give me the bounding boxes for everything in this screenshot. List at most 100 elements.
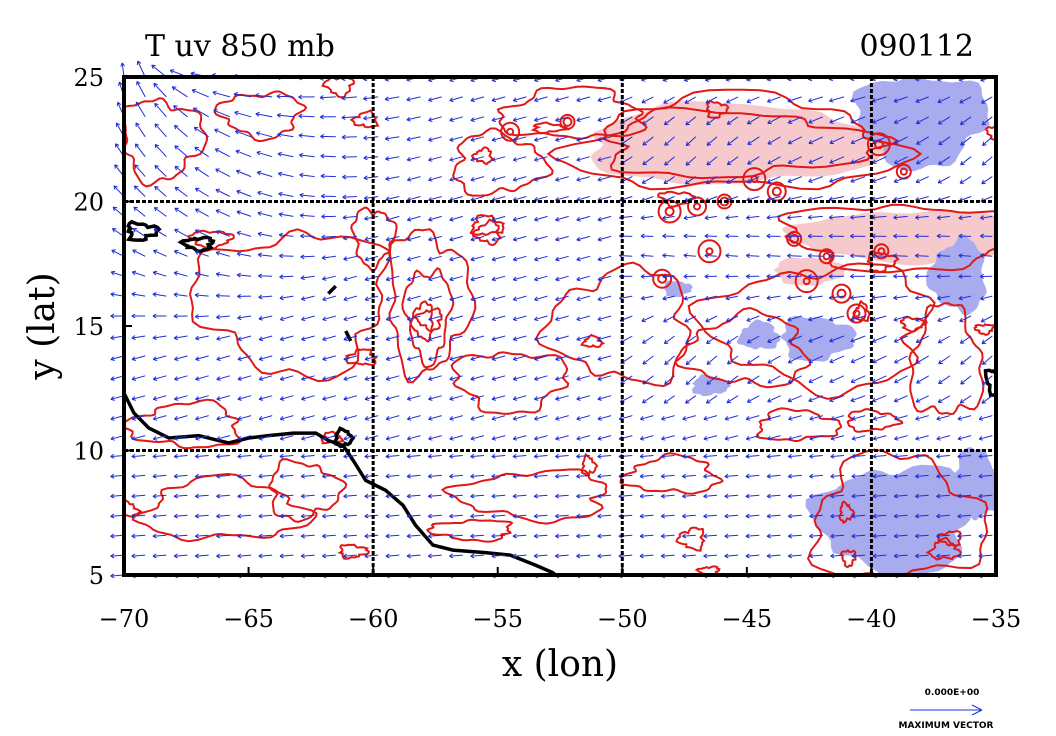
wind-vector xyxy=(576,453,590,459)
wind-vector xyxy=(660,553,675,559)
wind-vector xyxy=(406,275,421,282)
wind-vector xyxy=(385,473,400,479)
wind-vector xyxy=(512,513,527,519)
wind-vector xyxy=(216,553,230,559)
wind-vector xyxy=(851,553,866,559)
contour-line xyxy=(188,228,392,383)
contour-small xyxy=(925,536,962,561)
wind-vector xyxy=(828,273,845,279)
wind-vector xyxy=(641,395,654,404)
wind-vector xyxy=(258,294,273,300)
wind-vector xyxy=(745,415,760,421)
wind-vector xyxy=(136,60,146,78)
wind-vector xyxy=(449,513,463,519)
wind-vector xyxy=(703,415,718,421)
wind-vector xyxy=(154,144,167,158)
wind-vector xyxy=(279,315,294,322)
y-tick-label: 20 xyxy=(73,189,104,217)
wind-vector xyxy=(597,415,612,421)
wind-vector xyxy=(872,415,887,421)
wind-vector xyxy=(576,156,591,162)
wind-vector xyxy=(279,553,294,559)
wind-vector xyxy=(725,233,739,239)
wind-vector xyxy=(959,315,972,323)
wind-vector xyxy=(682,473,696,479)
contour-line xyxy=(777,203,996,274)
wind-vector xyxy=(829,116,845,124)
wind-vector xyxy=(512,275,527,282)
wind-vector xyxy=(706,355,718,365)
wind-vector xyxy=(470,415,485,421)
contour-ring xyxy=(687,196,708,217)
wind-vector xyxy=(300,275,315,281)
contour-line xyxy=(124,398,242,450)
wind-vector xyxy=(664,156,675,166)
wind-vector xyxy=(726,335,739,344)
wind-vector xyxy=(850,136,866,145)
wind-vector xyxy=(936,473,950,479)
wind-vector xyxy=(982,355,993,365)
wind-vector xyxy=(597,136,612,142)
wind-vector xyxy=(491,295,506,302)
wind-vector xyxy=(110,493,125,499)
y-tick-label: 25 xyxy=(73,64,104,92)
wind-vector xyxy=(704,215,718,221)
wind-vector xyxy=(174,435,188,441)
wind-vector xyxy=(893,473,908,479)
wind-vector xyxy=(110,435,125,441)
wind-vector xyxy=(978,415,993,421)
wind-vector xyxy=(894,415,908,421)
wind-vector xyxy=(152,533,167,539)
contour-ring xyxy=(866,132,891,157)
wind-vector xyxy=(850,395,866,403)
wind-vector xyxy=(298,94,315,100)
wind-vector xyxy=(533,493,548,499)
wind-vector xyxy=(385,176,400,181)
wind-vector xyxy=(428,335,442,342)
wind-vector xyxy=(787,513,802,519)
wind-vector xyxy=(747,375,760,384)
wind-vector xyxy=(893,273,908,279)
wind-vector xyxy=(682,453,696,459)
wind-vector xyxy=(894,375,908,384)
wind-vector xyxy=(512,375,527,381)
wind-vector xyxy=(576,255,591,262)
wind-vector xyxy=(830,493,845,499)
wind-vector xyxy=(828,295,845,300)
wind-vector xyxy=(766,553,781,559)
wind-vector xyxy=(555,315,569,322)
wind-vector xyxy=(406,375,421,381)
contour-line xyxy=(755,407,842,443)
wind-vector xyxy=(299,172,315,178)
x-tick-label: −55 xyxy=(472,605,523,633)
wind-vector xyxy=(981,116,993,126)
wind-vector xyxy=(936,553,950,559)
wind-vector xyxy=(597,493,612,499)
wind-vector xyxy=(916,136,929,145)
contour-ring xyxy=(822,252,831,261)
wind-vector xyxy=(470,255,485,262)
wind-vector xyxy=(343,255,358,261)
wind-vector xyxy=(343,513,357,519)
wind-vector xyxy=(829,96,845,103)
wind-vector xyxy=(685,116,697,126)
wind-vector xyxy=(915,96,929,103)
wind-vector xyxy=(807,233,823,239)
wind-vector xyxy=(937,395,951,403)
wind-vector xyxy=(915,453,929,459)
wind-vector xyxy=(872,335,887,343)
wind-vector xyxy=(322,493,336,499)
wind-vector xyxy=(343,275,358,282)
wind-vector xyxy=(237,513,252,519)
vector-scale: 0.000E+00 MAXIMUM VECTOR xyxy=(898,688,993,731)
wind-vector xyxy=(192,107,209,118)
wind-vector xyxy=(110,313,125,319)
wind-vector xyxy=(258,435,273,441)
wind-vector xyxy=(110,270,125,277)
wind-vector xyxy=(470,176,485,182)
wind-vector xyxy=(937,335,951,344)
wind-vector xyxy=(639,493,654,499)
contour-ring xyxy=(831,283,852,304)
wind-vector xyxy=(491,215,506,222)
wind-vector xyxy=(491,453,506,459)
